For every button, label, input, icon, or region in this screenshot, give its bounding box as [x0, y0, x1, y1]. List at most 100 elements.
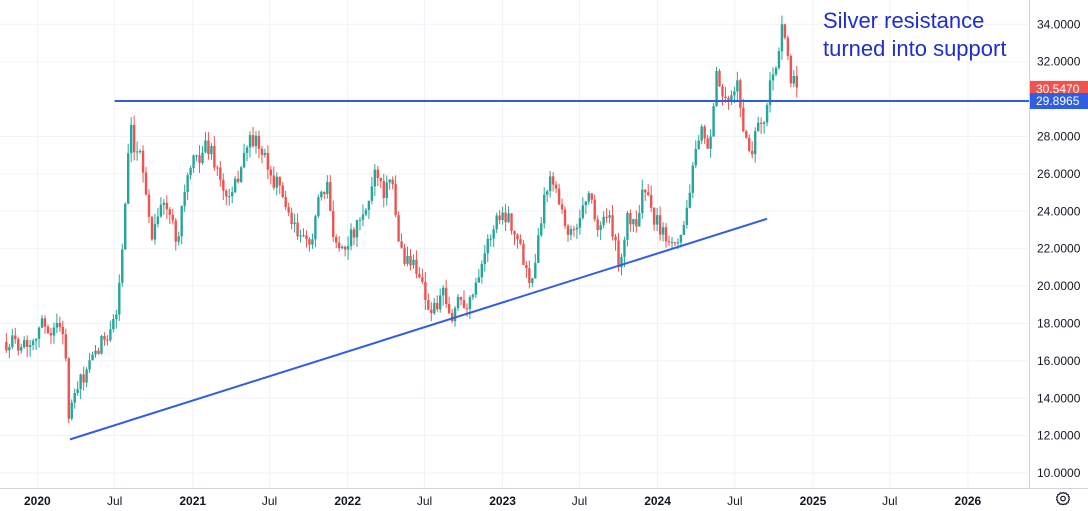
candle	[46, 324, 50, 334]
x-tick-label: 2020	[24, 494, 51, 508]
candle	[789, 54, 793, 88]
candle	[596, 215, 599, 237]
candle	[127, 143, 130, 205]
candle	[777, 47, 781, 70]
candle	[697, 134, 700, 150]
y-tick-label: 34.0000	[1037, 17, 1081, 31]
candle	[272, 166, 276, 191]
candle	[192, 154, 195, 173]
candle	[367, 200, 371, 220]
candle	[771, 67, 775, 91]
candle	[180, 205, 183, 244]
candle	[245, 145, 249, 162]
candle	[242, 143, 246, 169]
candle	[263, 148, 267, 158]
candle	[376, 165, 380, 187]
candle	[477, 269, 481, 283]
candle	[632, 218, 635, 232]
candle	[195, 154, 198, 162]
candle	[590, 193, 593, 204]
candle	[667, 235, 671, 246]
candle	[685, 199, 689, 229]
candle	[329, 175, 332, 212]
candle	[153, 213, 157, 245]
candle	[382, 173, 385, 208]
candle	[168, 206, 172, 224]
candle	[528, 260, 531, 289]
candle	[462, 290, 466, 309]
candle	[284, 190, 287, 211]
candle	[106, 335, 109, 346]
candle	[418, 267, 421, 279]
candle	[510, 213, 513, 235]
candle	[103, 332, 106, 346]
candle	[388, 179, 391, 190]
candle	[762, 120, 766, 134]
candle	[792, 70, 796, 88]
candle	[605, 208, 608, 223]
candle	[305, 230, 308, 248]
candle	[28, 339, 32, 357]
candle	[783, 23, 787, 40]
x-tick-label: Jul	[417, 494, 432, 508]
candle	[468, 295, 472, 319]
candle	[638, 204, 641, 227]
candle	[557, 183, 561, 206]
candle	[635, 210, 638, 233]
candle	[703, 124, 706, 144]
candle	[275, 172, 278, 196]
candle	[688, 184, 692, 209]
candle	[745, 129, 748, 139]
candle	[545, 189, 549, 203]
candle	[55, 313, 59, 334]
x-tick-label: 2021	[179, 494, 206, 508]
candle	[323, 191, 326, 200]
candle	[269, 165, 273, 185]
candle	[228, 189, 231, 206]
candle	[739, 78, 742, 118]
candle	[480, 260, 484, 284]
candle	[486, 234, 489, 263]
candle	[70, 399, 73, 421]
candle	[76, 381, 79, 396]
candle	[22, 336, 26, 349]
candle	[441, 285, 445, 306]
y-tick-label: 32.0000	[1037, 55, 1081, 69]
candle	[736, 71, 739, 101]
candle	[540, 216, 543, 238]
candle	[795, 65, 798, 98]
candle	[213, 136, 216, 171]
candle	[400, 233, 403, 249]
candle	[370, 176, 374, 205]
candle	[748, 134, 751, 153]
candle	[260, 145, 264, 164]
candle	[156, 207, 160, 228]
candle	[450, 309, 454, 323]
y-tick-label: 22.0000	[1037, 242, 1081, 256]
candle	[394, 175, 397, 218]
candle	[364, 208, 368, 217]
candle	[424, 272, 427, 310]
candle	[578, 209, 582, 235]
candle	[124, 202, 127, 250]
candle	[444, 279, 448, 308]
candle	[682, 220, 686, 236]
candle	[421, 268, 424, 285]
candle	[233, 176, 237, 194]
candle	[147, 189, 151, 224]
candle	[352, 226, 356, 246]
candle	[566, 223, 570, 242]
settings-gear-icon[interactable]	[1050, 488, 1076, 510]
candle	[756, 116, 760, 132]
candle	[551, 172, 555, 192]
candle	[453, 305, 457, 327]
candle	[183, 184, 186, 212]
candle	[483, 245, 486, 272]
candle	[112, 314, 115, 333]
candle	[504, 203, 507, 232]
candle	[201, 146, 204, 165]
candle	[537, 227, 540, 264]
x-tick-label: Jul	[107, 494, 122, 508]
candle	[498, 209, 501, 225]
